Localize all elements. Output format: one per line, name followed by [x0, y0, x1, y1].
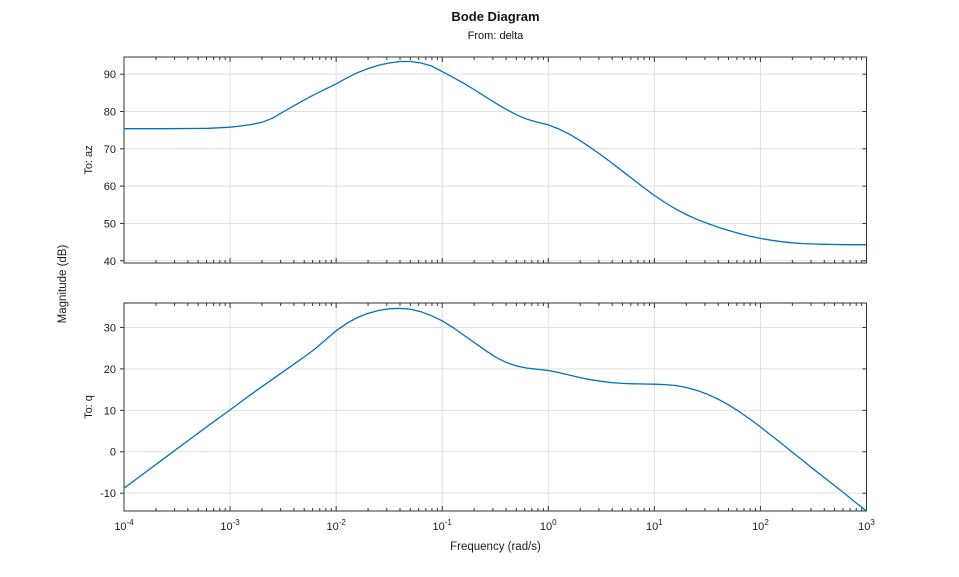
x-tick-label: 10-3	[220, 518, 240, 533]
y-tick-label: 70	[104, 144, 116, 156]
magnitude-curve-az	[123, 60, 868, 246]
y-tick-label: -10	[100, 488, 116, 500]
y-axis-label: Magnitude (dB)	[57, 244, 69, 324]
axes-box	[123, 302, 867, 512]
x-tick-label: 10-1	[433, 518, 453, 533]
row-label-q: To: q	[83, 395, 95, 419]
x-axis-label: Frequency (rad/s)	[450, 541, 541, 553]
x-tick-label: 100	[540, 518, 557, 533]
x-tick-label: 10-2	[326, 518, 346, 533]
y-tick-label: 80	[104, 106, 116, 118]
x-tick-label: 102	[752, 518, 769, 533]
y-tick-label: 40	[104, 256, 116, 268]
y-tick-label: 20	[104, 364, 116, 376]
y-tick-label: 0	[110, 447, 116, 459]
y-tick-label: 30	[104, 322, 116, 334]
row-label-az: To: az	[83, 145, 95, 175]
x-tick-label: 101	[646, 518, 663, 533]
magnitude-curve-q	[123, 307, 868, 512]
y-tick-label: 50	[104, 218, 116, 230]
figure-subtitle: From: delta	[467, 30, 524, 42]
y-tick-label: 10	[104, 405, 116, 417]
y-tick-label: 90	[104, 69, 116, 81]
x-tick-label: 10-4	[114, 518, 134, 533]
axes-box	[123, 56, 867, 264]
y-tick-label: 60	[104, 181, 116, 193]
x-tick-label: 103	[858, 518, 875, 533]
figure-title: Bode Diagram	[451, 9, 540, 24]
